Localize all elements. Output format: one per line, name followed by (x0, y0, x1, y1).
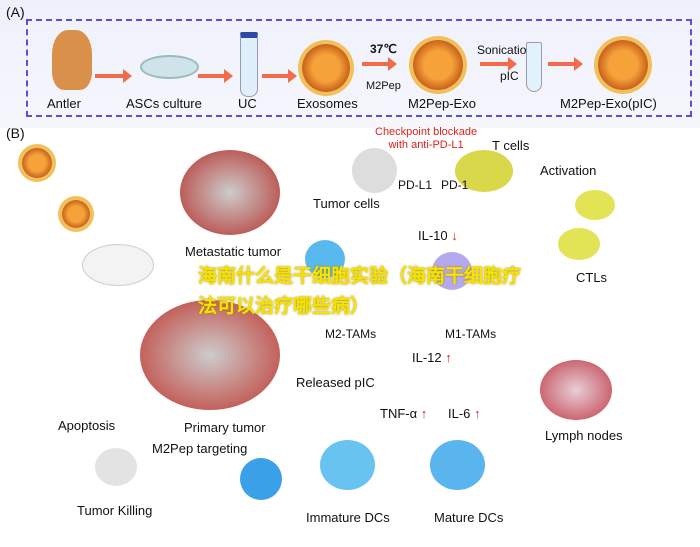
ctls-label: CTLs (576, 270, 608, 285)
arrow (480, 57, 517, 71)
activation-label: Activation (540, 163, 597, 178)
primary-tumor-icon (140, 300, 280, 410)
metastatic-tumor-label: Metastatic tumor (185, 244, 282, 259)
step-label: ASCs culture (126, 96, 202, 111)
arrow (548, 57, 583, 71)
step-label: Antler (47, 96, 81, 111)
immature-dc-icon (320, 440, 375, 490)
step-label: M2Pep-Exo (408, 96, 476, 111)
released-pic-label: Released pIC (296, 375, 375, 390)
il6-label: IL-6 ↑ (448, 406, 481, 421)
arrow (262, 69, 297, 83)
tumor-cells-label: Tumor cells (313, 196, 380, 211)
watermark: 海南什么是干细胞实验（海南干细胞疗法可以治疗哪些病） (198, 266, 522, 317)
petri-dish-icon (140, 55, 199, 79)
dead-tumor-cell-icon (95, 448, 137, 486)
tumor-cell-icon (352, 148, 397, 193)
temp-label: 37℃ (370, 42, 397, 56)
step-label: M2Pep-Exo(pIC) (560, 96, 657, 111)
step-label: UC (238, 96, 257, 111)
il12-label: IL-12 ↑ (412, 350, 452, 365)
m2-tams-label: M2-TAMs (325, 327, 377, 341)
panel-a: (A) 37℃ M2Pep Sonication pIC Antler ASCs… (0, 0, 700, 128)
arrow (362, 57, 397, 71)
mature-dc-icon (430, 440, 485, 490)
ctl-icon (575, 190, 615, 220)
targeted-cell-icon (240, 458, 282, 500)
exosome-icon (302, 44, 350, 92)
m1-tams-label: M1-TAMs (445, 327, 497, 341)
nanoparticle-icon (22, 148, 52, 178)
step-label: Exosomes (297, 96, 358, 111)
immature-dcs-label: Immature DCs (306, 510, 390, 525)
nanoparticle-icon (62, 200, 90, 228)
m2pep-label: M2Pep (366, 80, 401, 92)
t-cells-label: T cells (492, 138, 530, 153)
pd-l1-label: PD-L1 (398, 178, 433, 192)
primary-tumor-label: Primary tumor (184, 420, 266, 435)
sonication-label: Sonication (477, 43, 534, 57)
eppendorf-tube-icon (526, 42, 542, 92)
deer-icon (52, 30, 92, 90)
arrow (95, 69, 132, 83)
apoptosis-label: Apoptosis (58, 418, 116, 433)
lymph-node-icon (540, 360, 612, 420)
t-cell-icon (455, 150, 513, 192)
lymph-nodes-label: Lymph nodes (545, 428, 623, 443)
tnf-label: TNF-α ↑ (380, 406, 428, 421)
tube-icon (240, 32, 258, 97)
il10-label: IL-10 ↓ (418, 228, 458, 243)
panel-a-label: (A) (6, 4, 25, 20)
m2pep-targeting-label: M2Pep targeting (152, 441, 248, 456)
metastatic-tumor-icon (180, 150, 280, 235)
checkpoint-label: Checkpoint blockade with anti-PD-L1 (375, 126, 478, 151)
m2pep-exo-pic-icon (598, 40, 648, 90)
arrow (198, 69, 233, 83)
pic-label: pIC (500, 69, 519, 83)
pd-1-label: PD-1 (441, 178, 469, 192)
mouse-icon (82, 244, 154, 286)
panel-a-frame (26, 19, 692, 117)
m2-tam-icon (305, 240, 345, 278)
ctl-icon (558, 228, 600, 260)
m2pep-exo-icon (413, 40, 463, 90)
tumor-killing-label: Tumor Killing (77, 503, 153, 518)
m1-tam-icon (432, 252, 472, 290)
panel-b-label: (B) (6, 125, 25, 141)
mature-dcs-label: Mature DCs (434, 510, 504, 525)
